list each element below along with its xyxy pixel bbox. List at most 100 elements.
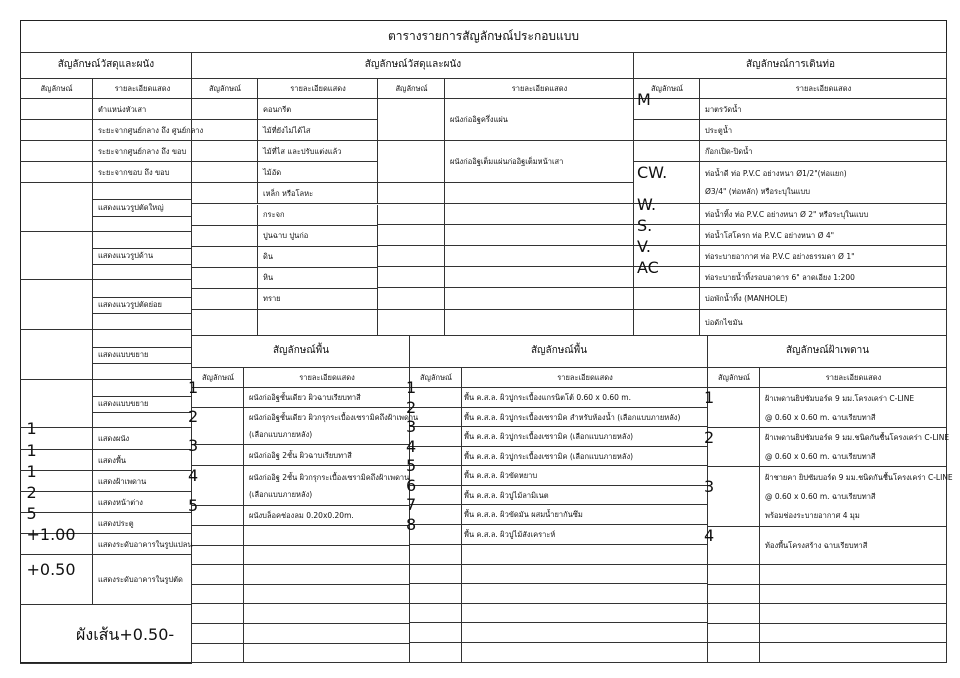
- description-cell: [93, 141, 192, 162]
- description-cell: [244, 445, 410, 466]
- description-text: ท่อน้ำทิ้ง ท่อ P.V.C อย่างหนา Ø 2" หรือร…: [705, 209, 869, 219]
- description-cell: [462, 545, 708, 565]
- description-cell: [93, 534, 192, 555]
- description-cell: [700, 225, 947, 246]
- description-text: แสดงระดับอาคารในรูปตัด: [98, 575, 183, 584]
- description-text: พร้อมช่องระบายอากาศ 4 มุม: [765, 511, 860, 520]
- symbol-cell: [192, 624, 244, 644]
- description-text: พื้น ค.ส.ล. ผิวปูกระเบื้องเซรามิค (เลือก…: [464, 451, 634, 461]
- icon-label: 1: [704, 388, 715, 407]
- section-title: สัญลักษณ์ฝ้าเพดาน: [785, 345, 870, 356]
- description-text: ท่อน้ำดี ท่อ P.V.C อย่างหนา Ø1/2"(ท่อแยก…: [705, 169, 847, 178]
- symbol-cell: [192, 565, 244, 585]
- description-text: (เลือกแบบภายหลัง): [249, 489, 313, 499]
- description-cell: [700, 288, 947, 310]
- description-cell: [244, 643, 410, 664]
- description-cell: [760, 388, 947, 428]
- description-cell: [760, 643, 947, 663]
- description-cell: [244, 565, 410, 585]
- column-header-desc-label: รายละเอียดแสดง: [557, 373, 613, 382]
- floor-square-icon: 6: [406, 476, 416, 495]
- row-divider: [93, 296, 192, 298]
- icon-label: 3: [406, 417, 417, 436]
- icon-label: 1: [26, 440, 37, 460]
- description-cell: [244, 604, 410, 624]
- description-text: พื้น ค.ส.ล. ผิวปูไม้สังเคราะห์: [464, 530, 556, 539]
- icon-label: 1: [26, 461, 37, 481]
- description-text: แสดงแนวรูปด้าน: [98, 251, 154, 260]
- symbol-cell: [634, 204, 700, 225]
- description-cell: [445, 183, 634, 204]
- symbol-cell: [708, 643, 760, 663]
- description-cell: [258, 225, 378, 247]
- symbol-cell: [634, 162, 700, 204]
- icon-label: 1: [188, 378, 199, 397]
- column-header-symbol-label: สัญลักษณ์: [208, 84, 241, 93]
- symbol-cell: [192, 246, 258, 268]
- description-cell: [445, 246, 634, 267]
- column-header-symbol: [192, 368, 244, 388]
- description-text: แสดงพื้น: [98, 455, 127, 465]
- ceiling-ellipse-icon: 4: [704, 526, 714, 545]
- description-cell: [445, 225, 634, 246]
- description-cell: [462, 408, 708, 427]
- description-cell: [93, 513, 192, 534]
- symbol-cell: [708, 604, 760, 624]
- row-divider: [93, 264, 192, 265]
- symbol-cell: [20, 450, 93, 471]
- column-header-symbol-label: สัญลักษณ์: [40, 84, 73, 93]
- symbol-cell: [192, 141, 258, 163]
- description-text: แสดงแบบขยาย: [98, 399, 149, 408]
- symbol-cell: [708, 428, 760, 467]
- description-text: บ่อพักน้ำทิ้ง (MANHOLE): [705, 294, 788, 303]
- description-cell: [258, 310, 378, 336]
- drain-pipe-icon: AC: [637, 258, 659, 277]
- symbol-cell: [192, 506, 244, 526]
- description-text: แสดงแนวรูปตัดย่อย: [98, 300, 162, 309]
- symbol-cell: [634, 246, 700, 267]
- column-header-desc-label: รายละเอียดแสดง: [795, 84, 852, 93]
- ceiling-ellipse-icon: 1: [704, 388, 714, 407]
- section-header: [708, 336, 947, 368]
- description-text: ผนังก่ออิฐ 2ชั้น ผิวกรุกระเบื้องเซรามิคถ…: [249, 472, 410, 482]
- floor-square-icon: 8: [406, 515, 416, 534]
- description-text: ฝ้าชายคา ยิปซัมบอร์ด 9 มม.ชนิดกันชื้นโคร…: [765, 473, 953, 482]
- description-text: แสดงแบบขยาย: [98, 350, 149, 359]
- icon-label: M: [637, 89, 651, 109]
- description-text: ท่อระบายน้ำทิ้งรอบอาคาร 6" ลาดเอียง 1:20…: [705, 272, 855, 282]
- floor-square-icon: 7: [406, 495, 416, 514]
- description-text: ท่อระบายอากาศ ท่อ P.V.C อย่างธรรมดา Ø 1": [705, 251, 855, 261]
- description-text: แสดงประตู: [98, 518, 134, 528]
- wall-triangle-icon: 3: [188, 436, 198, 455]
- description-cell: [93, 162, 192, 183]
- icon-label: 5: [406, 456, 417, 475]
- column-header-symbol-label: สัญลักษณ์: [650, 84, 683, 93]
- ceiling-ellipse-icon: 2: [704, 428, 714, 447]
- description-cell: [700, 246, 947, 267]
- description-text: ฝ้าเพดานยิปซัมบอร์ด 9 มม.โครงเคร่า C-LIN…: [765, 393, 915, 403]
- description-cell: [93, 232, 192, 280]
- section-header: [192, 336, 410, 368]
- icon-label: 4: [406, 436, 417, 456]
- description-cell: [445, 288, 634, 310]
- symbol-cell: [410, 603, 462, 624]
- description-cell: [244, 506, 410, 526]
- symbol-cell: [20, 555, 93, 605]
- symbol-cell: [20, 141, 93, 162]
- description-cell: [93, 492, 192, 513]
- section-header: [634, 53, 947, 79]
- symbol-cell: [410, 505, 462, 525]
- floor-square-icon: 2: [406, 398, 416, 417]
- description-cell: [258, 141, 378, 163]
- section-title: สัญลักษณ์การเดินท่อ: [745, 59, 836, 70]
- description-cell: [760, 584, 947, 605]
- vent-pipe-icon: V.: [637, 237, 651, 256]
- icon-label: 1: [26, 419, 37, 438]
- symbol-cell: [192, 545, 244, 566]
- description-cell: [462, 447, 708, 466]
- symbol-cell: [410, 584, 462, 604]
- level-section-icon: +0.50: [27, 560, 76, 579]
- symbol-cell: [20, 471, 93, 492]
- symbol-cell: [410, 388, 462, 408]
- symbol-cell: [410, 408, 462, 427]
